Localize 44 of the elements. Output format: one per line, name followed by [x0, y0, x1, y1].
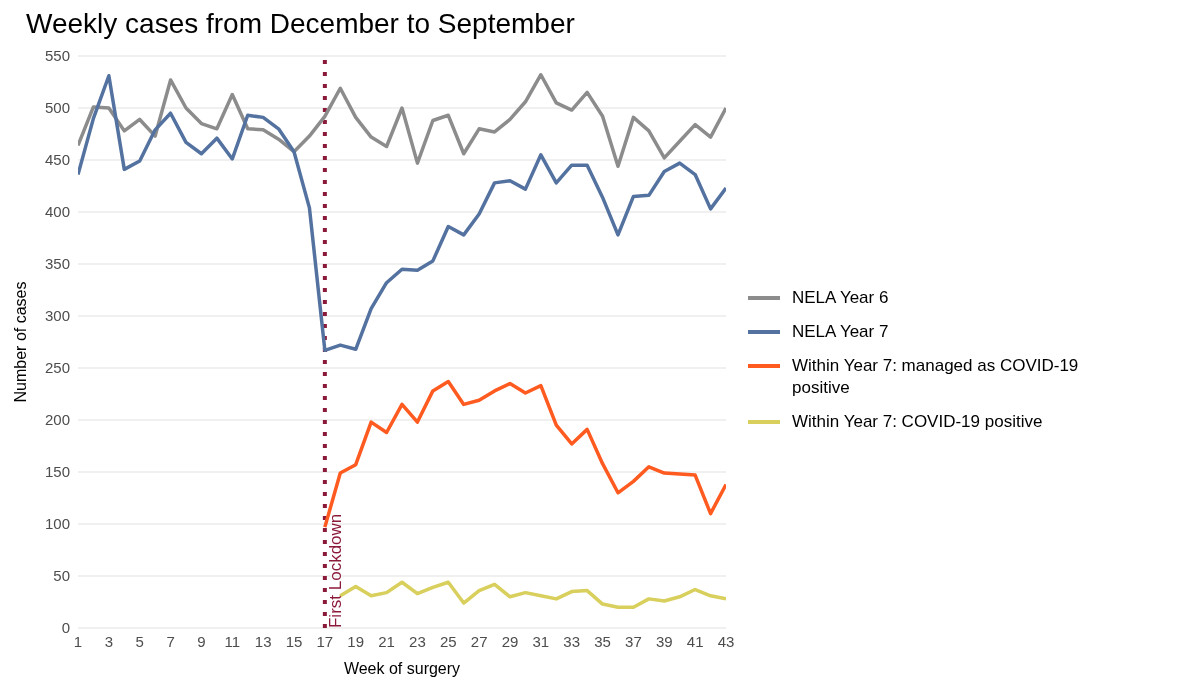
y-tick-label: 550: [44, 47, 70, 65]
y-tick-label: 200: [44, 411, 70, 429]
y-tick-label: 300: [44, 307, 70, 325]
x-tick-label: 15: [285, 632, 303, 650]
x-tick-label: 5: [135, 632, 144, 650]
x-tick-label: 31: [532, 632, 550, 650]
ref-line-label: First Lockdown: [325, 513, 345, 628]
legend-label: Within Year 7: managed as COVID-19 positive: [792, 355, 1080, 399]
x-tick-label: 35: [594, 632, 611, 650]
x-tick-label: 27: [470, 632, 488, 650]
legend-label: NELA Year 7: [792, 321, 890, 343]
x-tick-label: 41: [686, 632, 704, 650]
x-tick-label: 1: [73, 632, 83, 650]
y-tick-label: 250: [44, 359, 70, 377]
y-tick-label: 500: [44, 99, 70, 117]
y-tick-label: 150: [44, 463, 70, 481]
y-tick-label: 100: [44, 515, 70, 533]
x-tick-label: 13: [254, 632, 272, 650]
y-tick-label: 350: [44, 255, 70, 273]
y-tick-label: 50: [53, 567, 70, 585]
line-series: [78, 72, 726, 168]
x-tick-label: 43: [717, 632, 735, 650]
line-series: [78, 74, 726, 353]
y-tick-label: 0: [61, 619, 70, 637]
x-tick-label: 33: [563, 632, 581, 650]
legend-label: Within Year 7: COVID-19 positive: [792, 411, 1044, 433]
x-tick-label: 23: [409, 632, 426, 650]
x-tick-label: 11: [224, 632, 241, 650]
y-axis-title: Number of cases: [11, 281, 29, 403]
x-tick-label: 17: [316, 632, 334, 650]
y-tick-label: 450: [44, 151, 70, 169]
x-tick-label: 39: [655, 632, 673, 650]
x-tick-label: 19: [347, 632, 365, 650]
x-tick-label: 29: [501, 632, 519, 650]
x-axis-title: Week of surgery: [343, 660, 461, 677]
x-tick-label: 9: [197, 632, 206, 650]
y-tick-label: 400: [44, 203, 70, 221]
legend-label: NELA Year 6: [792, 287, 890, 309]
x-tick-label: 25: [439, 632, 457, 650]
x-tick-label: 37: [625, 632, 642, 650]
chart-title: Weekly cases from December to September: [26, 8, 576, 41]
x-tick-label: 3: [104, 632, 114, 650]
x-tick-label: 7: [166, 632, 175, 650]
x-tick-label: 21: [378, 632, 395, 650]
